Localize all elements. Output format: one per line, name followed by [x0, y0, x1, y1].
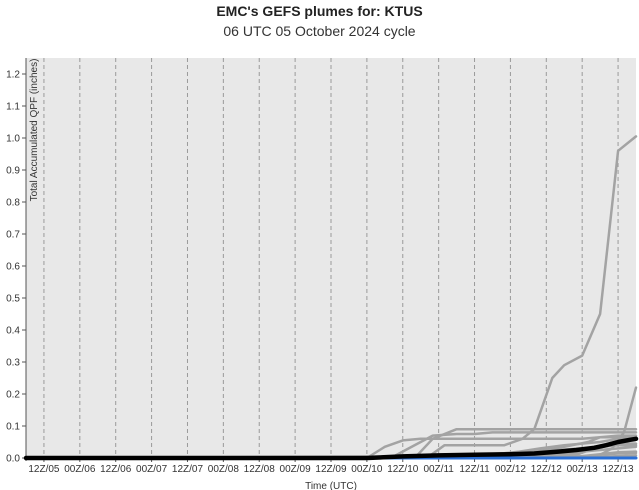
x-tick-label: 12Z/07: [172, 464, 204, 475]
member-series-line: [24, 135, 638, 460]
y-tick-label: 0.5: [6, 294, 20, 305]
x-tick-label: 12Z/05: [28, 464, 60, 475]
chart-subtitle: 06 UTC 05 October 2024 cycle: [223, 23, 416, 39]
member-series-line: [24, 435, 638, 460]
x-tick-label: 12Z/11: [459, 464, 490, 475]
y-tick-label: 0.3: [6, 358, 20, 369]
y-tick-label: 0.4: [6, 326, 20, 337]
x-axis-label: Time (UTC): [305, 481, 357, 490]
y-tick-label: 0.8: [6, 198, 20, 209]
x-tick-label: 00Z/12: [495, 464, 527, 475]
y-tick-label: 0.0: [6, 454, 20, 465]
y-axis-label: Total Accumulated QPF (inches): [29, 59, 40, 202]
x-tick-label: 12Z/06: [100, 464, 132, 475]
y-tick-label: 1.2: [6, 70, 20, 81]
y-tick-label: 1.1: [6, 102, 20, 113]
y-tick-label: 0.1: [6, 422, 20, 433]
x-tick-label: 00Z/06: [64, 464, 96, 475]
y-tick-label: 0.9: [6, 166, 20, 177]
x-tick-label: 00Z/11: [423, 464, 454, 475]
x-tick-label: 00Z/09: [280, 464, 312, 475]
x-tick-label: 12Z/08: [244, 464, 276, 475]
member-series-line: [24, 431, 638, 460]
member-series-line: [24, 427, 638, 460]
chart-title: EMC's GEFS plumes for: KTUS: [216, 3, 423, 19]
x-tick-label: 12Z/12: [531, 464, 563, 475]
x-tick-label: 00Z/07: [136, 464, 168, 475]
x-tick-label: 00Z/13: [567, 464, 599, 475]
x-tick-label: 12Z/10: [387, 464, 419, 475]
y-tick-label: 0.6: [6, 262, 20, 273]
y-tick-label: 1.0: [6, 134, 20, 145]
y-tick-label: 0.2: [6, 390, 20, 401]
x-tick-label: 00Z/10: [351, 464, 383, 475]
y-tick-label: 0.7: [6, 230, 20, 241]
x-tick-label: 00Z/08: [208, 464, 240, 475]
x-tick-label: 12Z/09: [315, 464, 347, 475]
x-tick-label: 12Z/13: [602, 464, 634, 475]
mean-series-line: [23, 436, 639, 461]
